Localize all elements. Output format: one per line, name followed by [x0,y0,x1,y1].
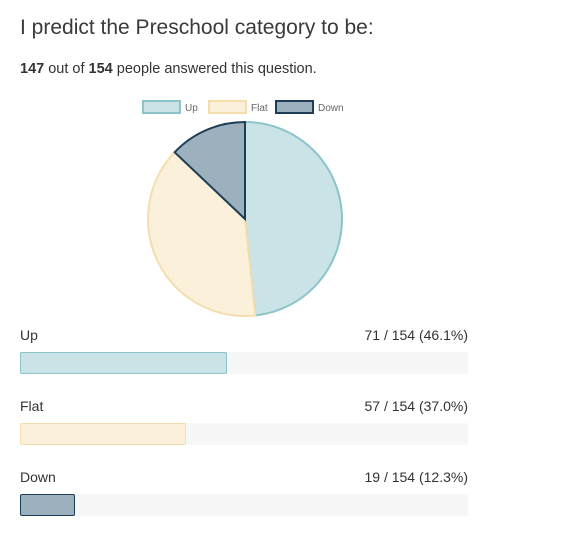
legend-item-up: Up [142,100,198,114]
legend-swatch-down [275,100,314,114]
legend-label-flat: Flat [251,103,268,114]
response-summary-tail: people answered this question. [116,61,317,77]
result-bar-track [20,494,468,516]
result-bar-down [20,494,76,516]
total-count: 154 [88,61,113,77]
legend-item-down: Down [275,100,344,114]
result-label: Down [20,469,56,485]
legend-item-flat: Flat [208,100,268,114]
answered-count: 147 [20,61,45,77]
result-bar-flat [20,423,186,445]
legend-swatch-flat [208,100,247,114]
result-bar-track [20,352,468,374]
result-count: 19 / 154 (12.3%) [364,469,468,485]
response-summary: 147 out of 154 people answered this ques… [20,61,317,77]
legend-swatch-up [142,100,181,114]
pie-slice-flat [147,150,257,317]
result-count: 57 / 154 (37.0%) [364,398,468,414]
pie-slice-up [244,120,343,317]
out-of-text: out of [48,61,85,77]
result-label: Flat [20,398,44,414]
legend-label-down: Down [318,103,344,114]
result-count: 71 / 154 (46.1%) [364,327,468,343]
legend-label-up: Up [185,103,198,114]
result-label: Up [20,327,38,343]
question-title: I predict the Preschool category to be: [20,16,374,39]
result-bar-up [20,352,227,374]
pie-slice-down [173,120,246,222]
result-bar-track [20,423,468,445]
pie-chart: Up Flat Down [142,100,344,317]
